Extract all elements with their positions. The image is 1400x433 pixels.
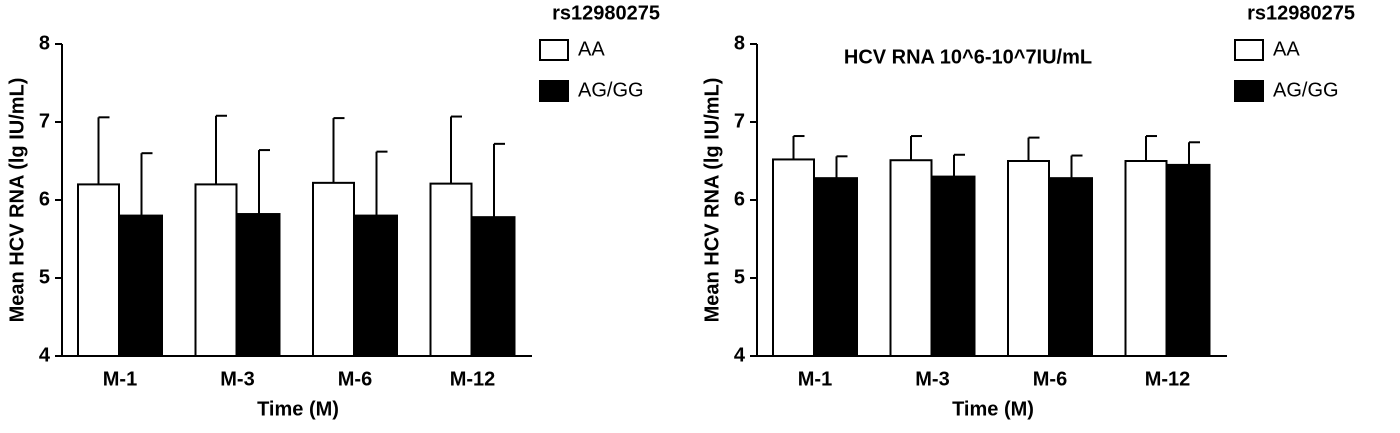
legend-swatch — [539, 80, 569, 102]
y-tick-label: 8 — [734, 32, 745, 54]
bar — [1167, 163, 1211, 357]
bar — [815, 177, 858, 357]
x-tick-label: M-6 — [338, 368, 372, 390]
legend-swatch — [539, 39, 569, 61]
bar — [194, 183, 238, 357]
legend-label: AA — [578, 38, 605, 60]
y-tick-label: 5 — [734, 266, 745, 288]
bar — [472, 216, 516, 357]
bar — [429, 182, 473, 357]
x-tick-label: M-3 — [915, 368, 949, 390]
x-tick-label: M-3 — [220, 368, 254, 390]
bar — [237, 213, 281, 357]
x-axis-label: Time (M) — [952, 398, 1034, 420]
legend-title: rs12980275 — [552, 2, 660, 24]
y-tick-label: 6 — [734, 188, 745, 210]
y-tick-label: 6 — [39, 188, 50, 210]
legend-label: AG/GG — [578, 79, 644, 101]
y-tick-label: 4 — [734, 344, 746, 366]
bar — [772, 158, 815, 357]
bar — [889, 159, 933, 357]
bar — [1007, 160, 1050, 357]
y-tick-label: 8 — [39, 32, 50, 54]
legend-label: AA — [1273, 38, 1300, 60]
x-tick-label: M-1 — [798, 368, 832, 390]
bar — [120, 214, 163, 357]
x-tick-label: M-1 — [103, 368, 137, 390]
x-tick-label: M-12 — [450, 368, 496, 390]
legend-title: rs12980275 — [1247, 2, 1355, 24]
annotation: HCV RNA 10^6-10^7IU/mL — [844, 46, 1092, 68]
y-axis-label: Mean HCV RNA (lg IU/mL) — [701, 78, 723, 323]
legend-label: AG/GG — [1273, 79, 1339, 101]
bar — [312, 181, 355, 357]
bar — [1124, 160, 1168, 357]
bar — [355, 214, 398, 357]
x-tick-label: M-12 — [1145, 368, 1191, 390]
y-tick-label: 7 — [39, 110, 50, 132]
legend-swatch — [1234, 39, 1264, 61]
x-axis-label: Time (M) — [257, 398, 339, 420]
y-tick-label: 4 — [39, 344, 51, 366]
legend-swatch — [1234, 80, 1264, 102]
y-axis-label: Mean HCV RNA (lg IU/mL) — [6, 78, 28, 323]
bar — [77, 183, 120, 357]
y-tick-label: 5 — [39, 266, 50, 288]
y-tick-label: 7 — [734, 110, 745, 132]
bar — [932, 175, 976, 357]
x-tick-label: M-6 — [1033, 368, 1067, 390]
bar — [1050, 177, 1093, 357]
